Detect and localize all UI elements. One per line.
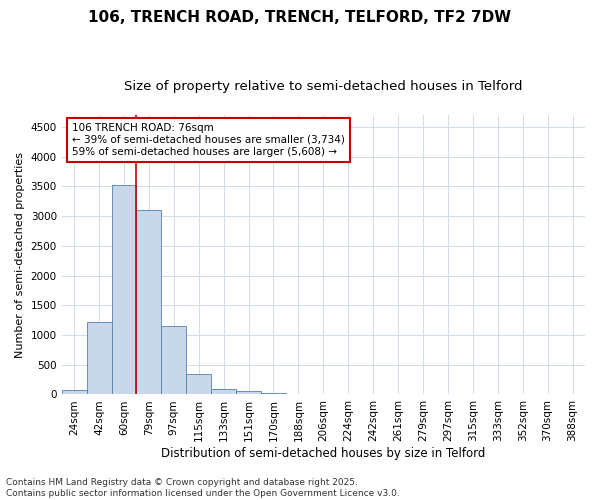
X-axis label: Distribution of semi-detached houses by size in Telford: Distribution of semi-detached houses by … xyxy=(161,447,485,460)
Bar xyxy=(136,210,161,394)
Bar xyxy=(112,185,136,394)
Bar xyxy=(161,326,186,394)
Bar xyxy=(86,322,112,394)
Bar xyxy=(236,392,261,394)
Y-axis label: Number of semi-detached properties: Number of semi-detached properties xyxy=(15,152,25,358)
Bar xyxy=(62,390,86,394)
Text: 106, TRENCH ROAD, TRENCH, TELFORD, TF2 7DW: 106, TRENCH ROAD, TRENCH, TELFORD, TF2 7… xyxy=(88,10,512,25)
Title: Size of property relative to semi-detached houses in Telford: Size of property relative to semi-detach… xyxy=(124,80,523,93)
Text: Contains HM Land Registry data © Crown copyright and database right 2025.
Contai: Contains HM Land Registry data © Crown c… xyxy=(6,478,400,498)
Bar xyxy=(186,374,211,394)
Text: 106 TRENCH ROAD: 76sqm
← 39% of semi-detached houses are smaller (3,734)
59% of : 106 TRENCH ROAD: 76sqm ← 39% of semi-det… xyxy=(72,124,345,156)
Bar xyxy=(211,388,236,394)
